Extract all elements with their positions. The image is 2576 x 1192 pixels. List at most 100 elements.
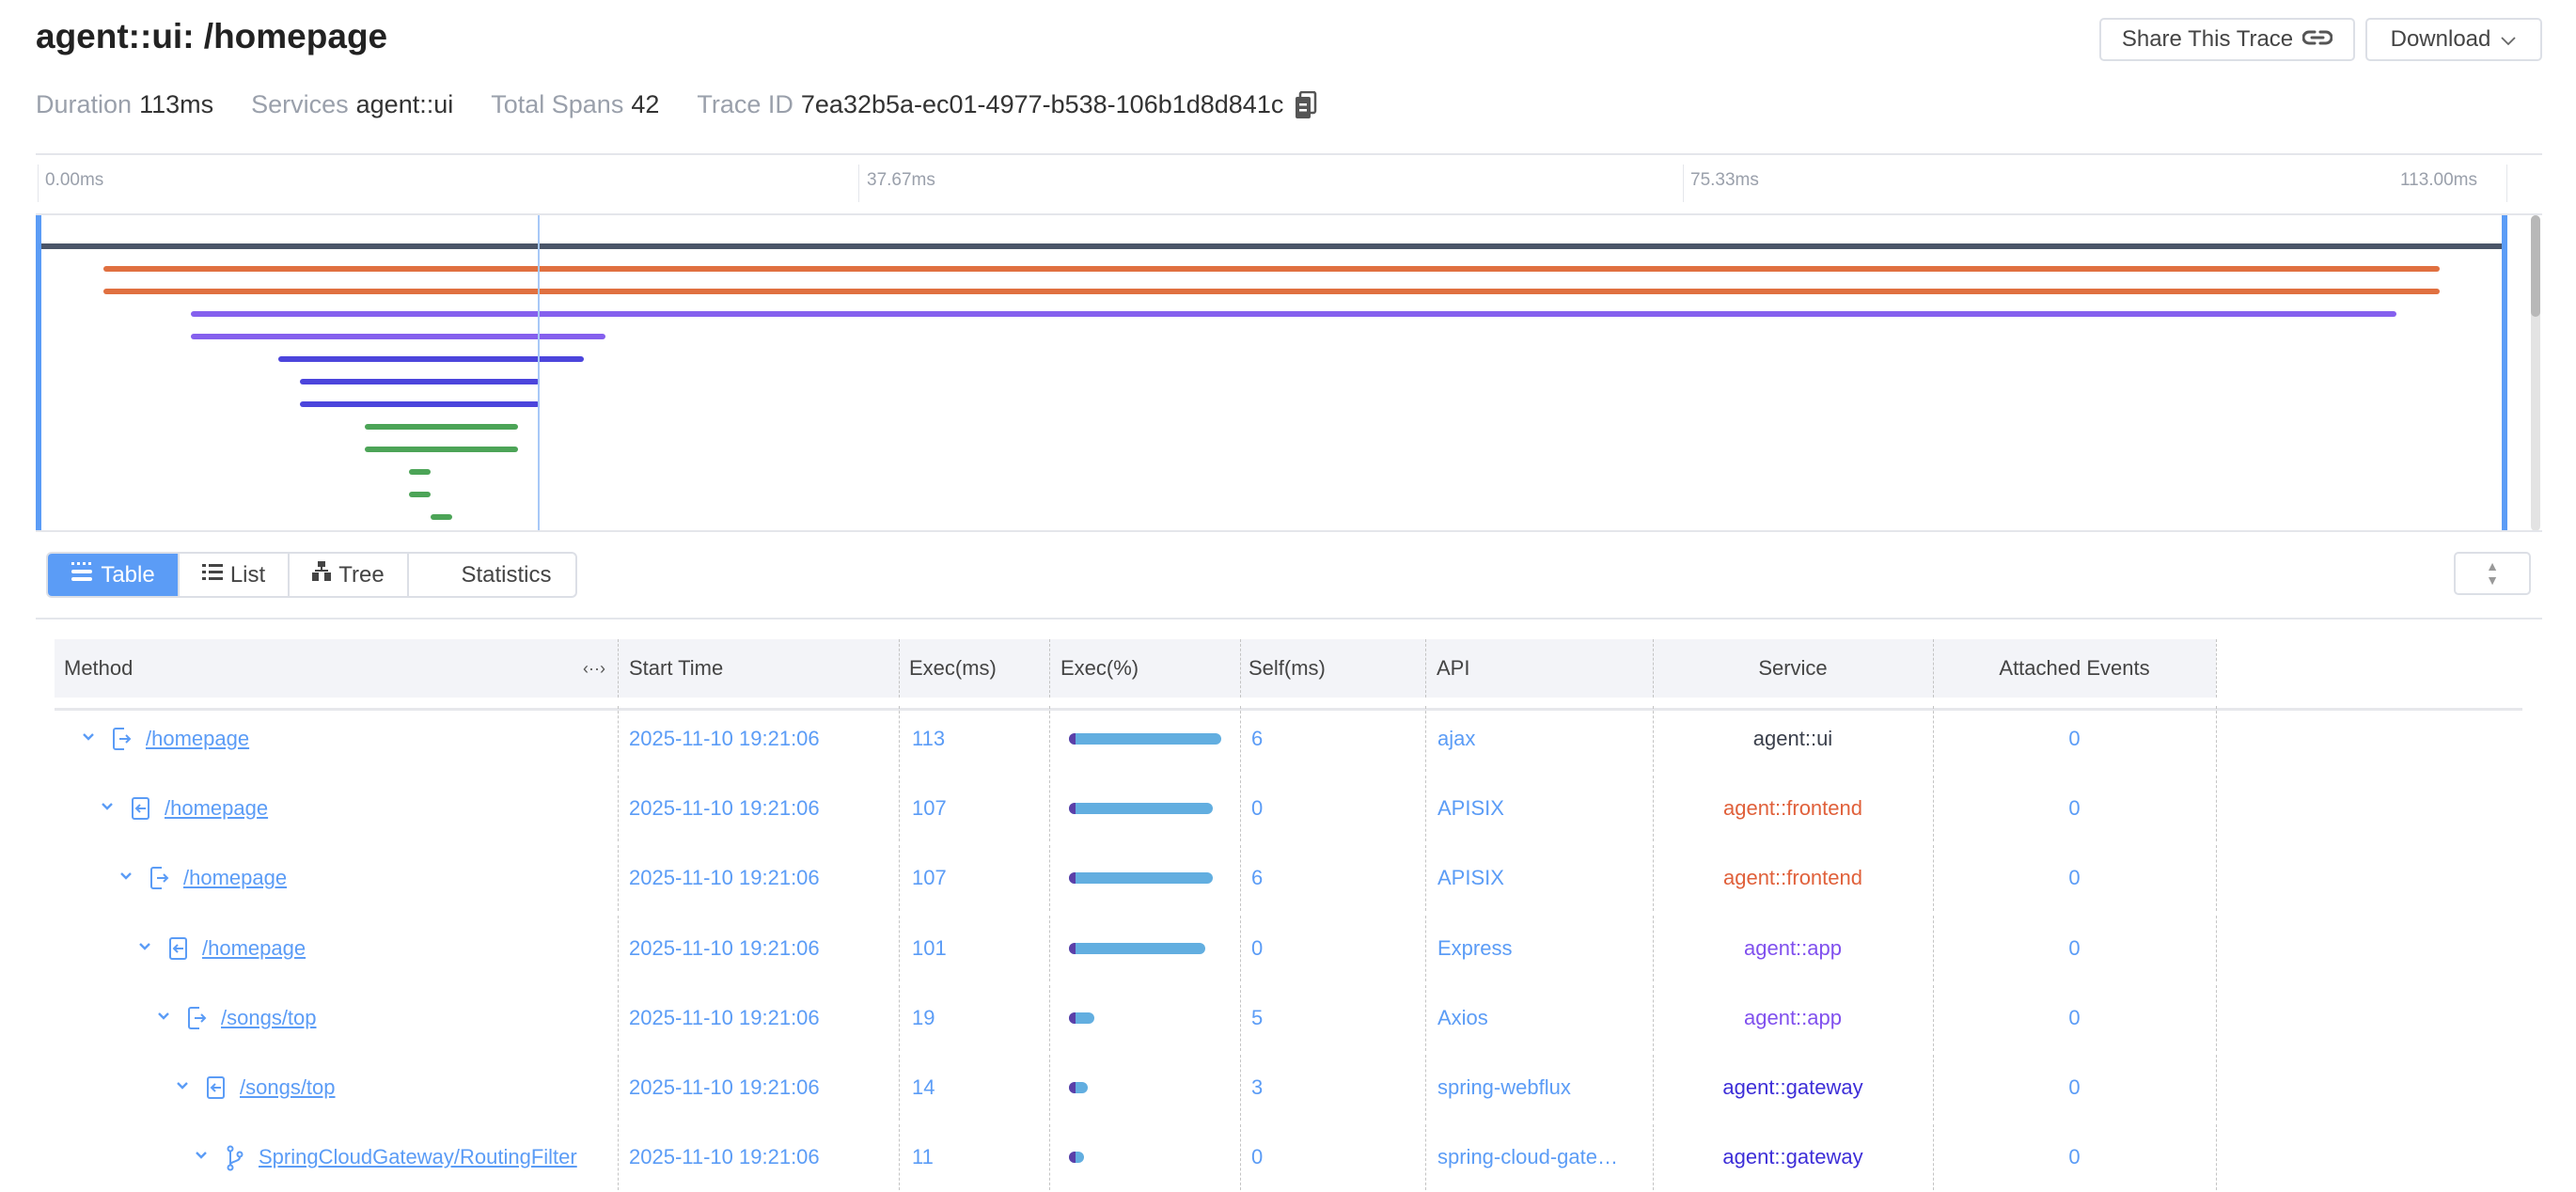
span-method-link[interactable]: /homepage <box>202 934 306 963</box>
copy-icon[interactable] <box>1295 90 1317 119</box>
waterfall-span-bar[interactable] <box>408 469 432 475</box>
span-method-link[interactable]: /homepage <box>165 794 268 823</box>
waterfall-scrollbar[interactable] <box>2531 215 2540 531</box>
column-header-method[interactable]: Method <box>64 656 134 680</box>
column-divider <box>899 984 900 1051</box>
column-divider <box>1240 915 1241 981</box>
column-divider <box>2216 1124 2217 1191</box>
waterfall-span-bar[interactable] <box>190 311 2396 317</box>
exec-ms: 107 <box>912 796 947 821</box>
tab-statistics[interactable]: Statistics <box>409 554 575 596</box>
chevron-down-icon[interactable] <box>137 937 152 957</box>
column-divider <box>1933 776 1934 842</box>
column-divider <box>1425 845 1426 912</box>
waterfall-span-bar[interactable] <box>431 514 453 520</box>
self-time-bar <box>1069 733 1076 745</box>
start-time: 2025-11-10 19:21:06 <box>629 1145 820 1169</box>
column-divider <box>1933 845 1934 912</box>
api: Express <box>1437 935 1513 960</box>
column-divider <box>899 845 900 912</box>
tab-list[interactable]: List <box>180 554 290 596</box>
attached-events: 0 <box>2068 1005 2081 1029</box>
waterfall-span-bar[interactable] <box>102 289 2441 294</box>
method-link-text[interactable]: /homepage <box>146 727 250 750</box>
span-method-link[interactable]: /homepage <box>146 725 249 753</box>
span-method-link[interactable]: /homepage <box>183 864 287 892</box>
share-trace-button[interactable]: Share This Trace <box>2099 18 2355 61</box>
waterfall-span-bar[interactable] <box>299 379 541 384</box>
timeline-header-divider <box>36 213 2542 215</box>
column-divider <box>1240 845 1241 912</box>
waterfall-overview[interactable] <box>0 215 2576 531</box>
chevron-down-icon[interactable] <box>118 867 134 886</box>
waterfall-span-bar[interactable] <box>299 401 541 407</box>
chevron-down-icon[interactable] <box>156 1007 171 1027</box>
range-end-handle[interactable] <box>2502 215 2507 531</box>
service: agent::ui <box>1752 727 1833 750</box>
column-resize-icon[interactable]: ‹··› <box>583 659 605 678</box>
span-method-link[interactable]: /songs/top <box>240 1074 336 1102</box>
column-header-attached-events[interactable]: Attached Events <box>1999 656 2150 680</box>
waterfall-span-bar[interactable] <box>365 424 519 430</box>
tick-line <box>1683 165 1684 202</box>
column-header-start-time[interactable]: Start Time <box>629 656 724 680</box>
branch-icon <box>226 1145 244 1176</box>
column-header-service[interactable]: Service <box>1758 656 1828 680</box>
tick-label: 113.00ms <box>2399 170 2477 190</box>
method-link-text[interactable]: /songs/top <box>221 1005 317 1029</box>
method-link-text[interactable]: /homepage <box>202 935 306 960</box>
self-ms: 0 <box>1251 1145 1264 1169</box>
waterfall-span-bar[interactable] <box>365 447 519 452</box>
api: APISIX <box>1437 796 1504 821</box>
method-link-text[interactable]: /songs/top <box>240 1075 336 1099</box>
method-link-text[interactable]: /homepage <box>165 796 269 821</box>
column-divider <box>1653 845 1654 912</box>
caret-down-icon: ▼ <box>2486 572 2499 588</box>
attached-events: 0 <box>2068 935 2081 960</box>
method-link-text[interactable]: SpringCloudGateway/RoutingFilter <box>259 1145 577 1169</box>
chevron-down-icon[interactable] <box>100 797 115 817</box>
tab-table[interactable]: Table <box>48 554 180 596</box>
self-ms: 3 <box>1251 1075 1264 1099</box>
selection-cursor-line[interactable] <box>537 215 540 531</box>
column-divider <box>1425 915 1426 981</box>
waterfall-span-bar[interactable] <box>277 356 584 362</box>
column-divider <box>899 706 900 772</box>
chevron-down-icon[interactable] <box>175 1076 190 1096</box>
method-link-text[interactable]: /homepage <box>183 866 288 890</box>
expand-collapse-button[interactable]: ▲ ▼ <box>2454 552 2531 595</box>
column-divider <box>1049 984 1050 1051</box>
waterfall-scrollbar-thumb[interactable] <box>2531 215 2540 317</box>
column-divider <box>1240 639 1241 698</box>
exec-ms: 19 <box>912 1005 935 1029</box>
services-label: Services <box>251 90 349 118</box>
self-ms: 6 <box>1251 727 1264 750</box>
column-divider <box>618 776 619 842</box>
column-header-exec-pct[interactable]: Exec(%) <box>1060 656 1139 680</box>
download-button[interactable]: Download <box>2365 18 2542 61</box>
span-method-link[interactable]: SpringCloudGateway/RoutingFilter <box>259 1143 577 1171</box>
column-header-api[interactable]: API <box>1437 656 1470 680</box>
column-header-self-ms[interactable]: Self(ms) <box>1249 656 1326 680</box>
span-method-link[interactable]: /songs/top <box>221 1004 317 1032</box>
chevron-down-icon[interactable] <box>194 1146 209 1166</box>
table-header <box>55 639 2216 698</box>
column-divider <box>618 984 619 1051</box>
waterfall-span-bar[interactable] <box>38 243 2505 249</box>
chevron-down-icon[interactable] <box>81 728 96 747</box>
column-header-exec-ms[interactable]: Exec(ms) <box>909 656 997 680</box>
waterfall-span-bar[interactable] <box>102 266 2441 272</box>
tab-tree[interactable]: Tree <box>290 554 409 596</box>
column-divider <box>1240 1124 1241 1191</box>
column-divider <box>899 915 900 981</box>
waterfall-span-bar[interactable] <box>408 492 432 497</box>
attached-events: 0 <box>2068 796 2081 821</box>
entry-icon <box>207 1075 226 1105</box>
share-label: Share This Trace <box>2121 26 2294 52</box>
column-divider <box>1049 845 1050 912</box>
entry-icon <box>169 936 188 965</box>
waterfall-span-bar[interactable] <box>190 334 605 339</box>
range-start-handle[interactable] <box>36 215 41 531</box>
section-divider <box>36 618 2542 620</box>
exec-percent-bar <box>1069 942 1205 954</box>
